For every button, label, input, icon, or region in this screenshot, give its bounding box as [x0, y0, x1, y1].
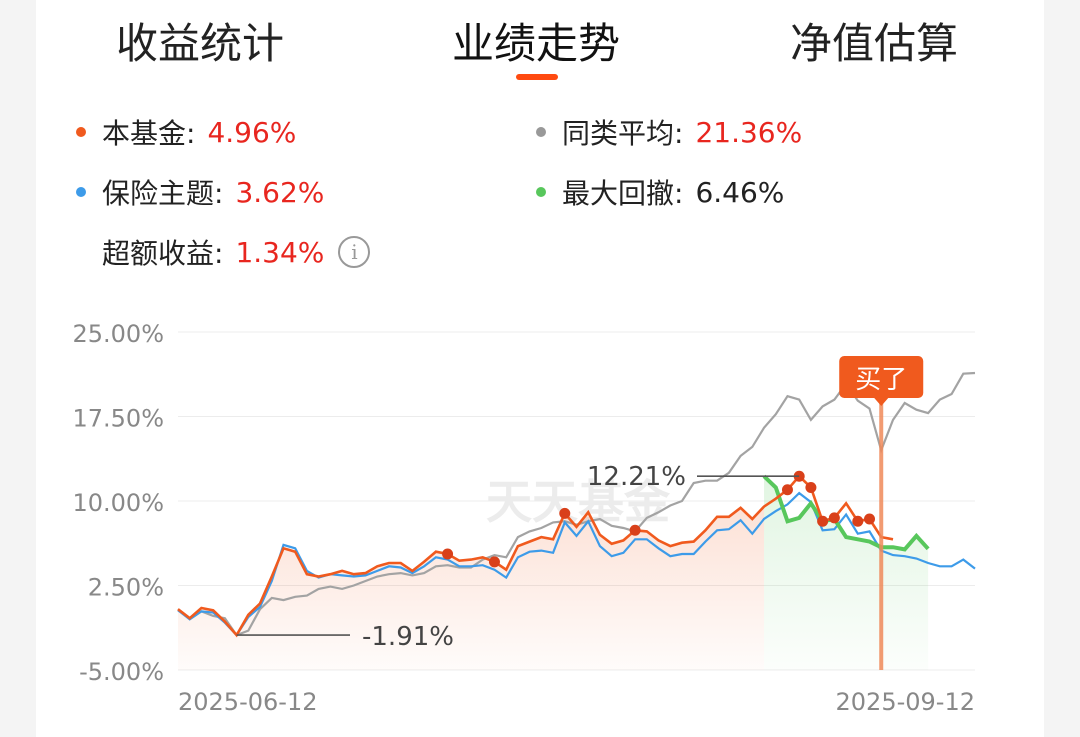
trade-marker — [828, 512, 840, 524]
legend-excess-label: 超额收益: — [102, 237, 224, 270]
y-tick-label: 2.50% — [88, 574, 164, 602]
y-tick-label: 25.00% — [72, 320, 164, 348]
legend-index-label: 保险主题: — [102, 177, 224, 210]
legend-fund-dot — [76, 127, 86, 137]
tab-nav-estimate[interactable]: 净值估算 — [790, 19, 959, 68]
fund-line — [177, 474, 894, 638]
fund-area — [178, 506, 765, 670]
drawdown-line — [762, 474, 930, 552]
legend-index: 保险主题: 3.62% — [76, 172, 324, 212]
legend-fund: 本基金: 4.96% — [76, 112, 296, 152]
y-tick-label: 17.50% — [72, 405, 164, 433]
y-tick-label: -5.00% — [79, 658, 164, 686]
legend-index-dot — [76, 187, 86, 197]
legend-drawdown: 最大回撤: 6.46% — [536, 172, 784, 212]
legend-excess: 超额收益: 1.34% i — [102, 232, 371, 272]
index-line — [177, 491, 976, 637]
max-annotation-label: 12.21% — [587, 462, 686, 492]
drawdown-area — [764, 476, 929, 670]
trade-marker — [805, 481, 817, 493]
legend-excess-value: 1.34% — [235, 235, 325, 269]
legend-peer-average: 同类平均: 21.36% — [536, 112, 802, 152]
info-circle-icon[interactable]: i — [338, 236, 371, 268]
tab-performance-trend[interactable]: 业绩走势 — [452, 19, 621, 68]
trade-marker — [781, 484, 793, 496]
legend-peer-dot — [536, 127, 546, 137]
buy-badge-label: 买了 — [855, 365, 907, 395]
trade-marker — [559, 507, 571, 519]
buy-badge-pointer — [874, 398, 889, 406]
legend-index-value: 3.62% — [235, 175, 325, 209]
tab-income-stats[interactable]: 收益统计 — [116, 19, 285, 68]
legend-drawdown-dot — [536, 187, 546, 197]
legend-drawdown-value: 6.46% — [695, 175, 785, 209]
legend-fund-value: 4.96% — [207, 115, 297, 149]
trade-marker — [629, 524, 641, 536]
legend-fund-label: 本基金: — [102, 117, 196, 150]
watermark: 天天基金 — [486, 475, 671, 529]
min-annotation-label: -1.91% — [362, 622, 454, 652]
trade-marker — [442, 548, 454, 560]
active-tab-indicator — [516, 74, 558, 80]
buy-badge — [839, 356, 924, 398]
trade-marker — [817, 515, 829, 527]
legend-peer-label: 同类平均: — [562, 117, 684, 150]
legend-peer-value: 21.36% — [695, 115, 803, 149]
trade-marker — [488, 556, 500, 568]
trade-marker — [852, 515, 864, 527]
x-tick-label: 2025-09-12 — [836, 688, 975, 716]
x-tick-label: 2025-06-12 — [178, 688, 317, 716]
y-tick-label: 10.00% — [72, 489, 164, 517]
legend-drawdown-label: 最大回撤: — [562, 177, 684, 210]
trade-marker — [864, 513, 876, 525]
